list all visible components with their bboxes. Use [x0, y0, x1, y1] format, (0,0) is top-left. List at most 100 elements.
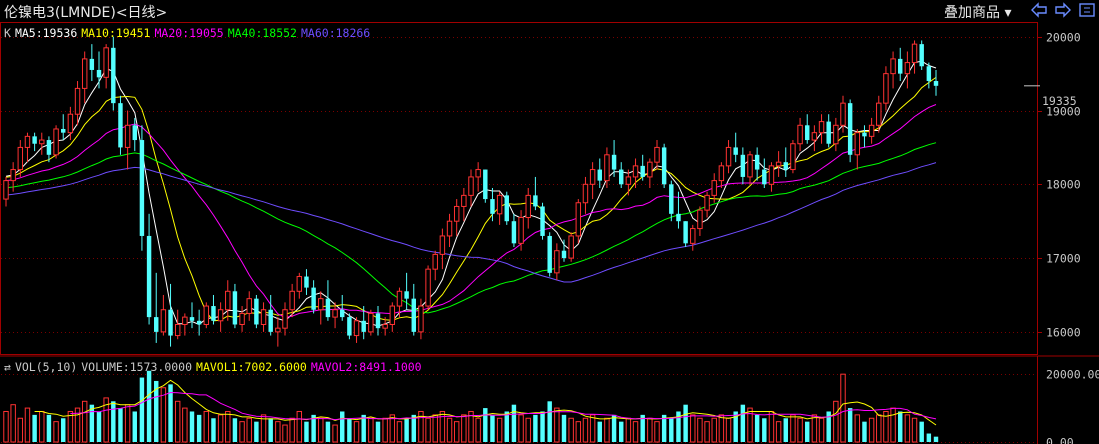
ma40-value: MA40:18552: [227, 26, 297, 40]
candle-body: [597, 169, 602, 181]
candle-body: [868, 124, 875, 137]
candle-body: [718, 165, 725, 182]
candle-body: [375, 313, 381, 329]
candle-body: [425, 268, 431, 307]
volume-bar: [704, 421, 710, 443]
volume-bar: [525, 417, 531, 443]
candle-body: [783, 162, 788, 170]
volume-bar: [103, 397, 109, 443]
volume-bar: [747, 407, 753, 443]
arrow-left-icon[interactable]: [1030, 1, 1048, 19]
volume-bar: [439, 410, 446, 443]
price-panel-label: K: [4, 26, 11, 40]
candle-body: [74, 87, 81, 115]
volume-bar: [690, 414, 696, 443]
candle-body: [225, 290, 231, 311]
panel-toggle-icon[interactable]: [1078, 1, 1096, 19]
volume-bar: [568, 417, 574, 443]
ma5-value: MA5:19536: [14, 26, 78, 40]
swap-icon[interactable]: ⇄: [4, 360, 11, 374]
candle-body: [239, 312, 245, 325]
volume-bar: [768, 410, 775, 443]
volume-bar: [611, 414, 617, 442]
candle-body: [96, 69, 102, 78]
candle-body: [547, 235, 552, 273]
volume-bar: [160, 387, 167, 443]
ma60-value: MA60:18266: [301, 26, 371, 40]
volume-bar: [475, 417, 481, 443]
candle-body: [461, 194, 467, 207]
overlay-commodity-label: 叠加商品: [944, 5, 1000, 21]
overlay-commodity-button[interactable]: 叠加商品 ▾: [944, 2, 1011, 22]
volume-bar: [368, 417, 374, 443]
volume-bar: [332, 424, 338, 443]
volume-bar: [604, 417, 610, 443]
candle-body: [890, 58, 896, 75]
candle-body: [483, 169, 488, 200]
candle-body: [353, 320, 360, 337]
volume-bar: [625, 417, 632, 443]
volume-bar: [17, 417, 24, 443]
candle-body: [632, 165, 639, 178]
candle-body: [669, 184, 674, 214]
candle-body: [361, 320, 366, 332]
candle-body: [911, 43, 918, 64]
volume-bar: [3, 410, 9, 443]
candle-body: [690, 228, 696, 244]
volume-bar: [833, 400, 839, 443]
volume-bar: [32, 414, 37, 442]
volume-bar: [783, 418, 788, 442]
candle-body: [747, 154, 753, 178]
volume-bar: [805, 421, 810, 442]
volume-bar: [597, 421, 602, 442]
candle-body: [182, 316, 188, 325]
candle-body: [368, 312, 374, 333]
volume-bar: [239, 421, 245, 443]
mavol2-line: [70, 391, 937, 421]
period-label: <日线>: [115, 5, 168, 21]
candle-body: [168, 309, 173, 336]
volume-bar: [697, 417, 703, 443]
candle-body: [89, 58, 95, 70]
candle-body: [311, 287, 316, 310]
candle-body: [683, 221, 688, 244]
volume-bar: [504, 411, 509, 442]
candle-body: [446, 220, 453, 237]
volume-bar: [754, 414, 760, 442]
ma20-line: [5, 104, 937, 319]
volume-bar: [375, 421, 381, 442]
candle-body: [496, 194, 503, 215]
candle-body: [919, 44, 924, 67]
candle-body: [625, 176, 632, 185]
candle-body: [203, 305, 210, 325]
volume-bar: [246, 417, 252, 443]
volume-bar: [554, 407, 560, 443]
candle-body: [768, 165, 775, 185]
volume-bar: [676, 411, 681, 442]
candle-body: [67, 113, 74, 134]
candle-body: [676, 213, 681, 222]
volume-bar: [411, 414, 416, 442]
volume-bar: [396, 421, 403, 443]
volume-bar: [340, 411, 345, 442]
candle-body: [103, 47, 109, 78]
candle-body: [39, 139, 45, 145]
candle-body: [725, 146, 732, 167]
candle-body: [411, 298, 416, 332]
candle-body: [53, 128, 59, 156]
mavol1-value: MAVOL1:7002.6000: [196, 360, 307, 374]
arrow-right-icon[interactable]: [1054, 1, 1072, 19]
candle-body: [246, 298, 252, 314]
volume-bar: [640, 414, 645, 442]
last-price-tag: 19335: [1042, 94, 1077, 108]
candle-body: [217, 309, 224, 322]
volume-bar: [268, 418, 273, 442]
volume-bar: [919, 421, 924, 442]
candle-body: [525, 194, 531, 219]
volume-bar: [533, 414, 538, 442]
volume-bar: [168, 384, 173, 442]
candle-body: [24, 135, 31, 148]
candle-body: [475, 169, 481, 178]
candle-body: [833, 124, 839, 145]
